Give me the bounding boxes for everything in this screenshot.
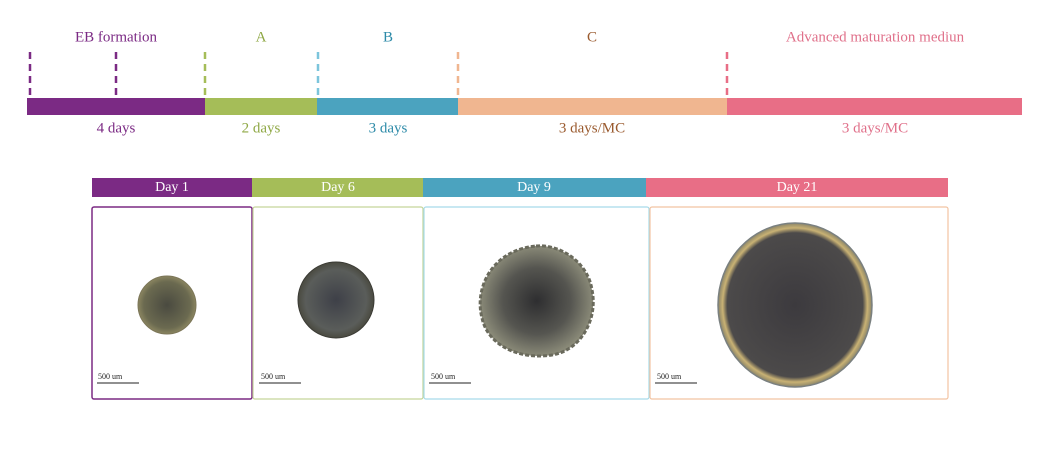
- scale-bar-label: 500 um: [431, 372, 456, 381]
- stage-duration: 3 days/MC: [842, 120, 908, 136]
- stage-label: Advanced maturation mediun: [786, 29, 965, 45]
- day-bar: [92, 178, 252, 197]
- stage-bar: [27, 98, 205, 115]
- day-label: Day 1: [155, 180, 189, 195]
- stage-label: C: [587, 29, 597, 45]
- day-label: Day 6: [321, 180, 355, 195]
- scale-bar-label: 500 um: [98, 372, 123, 381]
- stage-duration: 3 days: [369, 120, 408, 136]
- organoid: [297, 261, 375, 339]
- scale-bar-label: 500 um: [657, 372, 682, 381]
- stage-duration: 2 days: [242, 120, 281, 136]
- day-bar: [423, 178, 646, 197]
- stage-label: A: [256, 29, 267, 45]
- stage-bar: [727, 98, 1022, 115]
- stage-duration: 4 days: [97, 120, 136, 136]
- stage-duration: 3 days/MC: [559, 120, 625, 136]
- scale-bar-label: 500 um: [261, 372, 286, 381]
- stage-label: EB formation: [75, 29, 158, 45]
- organoid: [137, 275, 197, 335]
- day-label: Day 21: [777, 180, 818, 195]
- organoid: [717, 222, 873, 388]
- stage-bar: [458, 98, 727, 115]
- stage-bar: [205, 98, 317, 115]
- stage-label: B: [383, 29, 393, 45]
- day-label: Day 9: [517, 180, 551, 195]
- day-bar: [252, 178, 423, 197]
- day-bar: [646, 178, 948, 197]
- stage-bar: [317, 98, 458, 115]
- organoid: [478, 244, 595, 358]
